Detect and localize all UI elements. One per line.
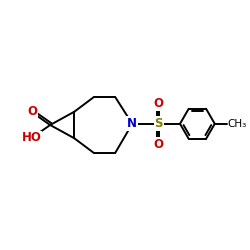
Text: S: S	[154, 117, 163, 130]
Text: O: O	[154, 138, 164, 150]
Text: O: O	[154, 97, 164, 110]
Text: N: N	[127, 117, 137, 130]
Text: O: O	[27, 105, 37, 118]
Text: HO: HO	[22, 132, 41, 144]
Text: CH₃: CH₃	[228, 119, 247, 129]
